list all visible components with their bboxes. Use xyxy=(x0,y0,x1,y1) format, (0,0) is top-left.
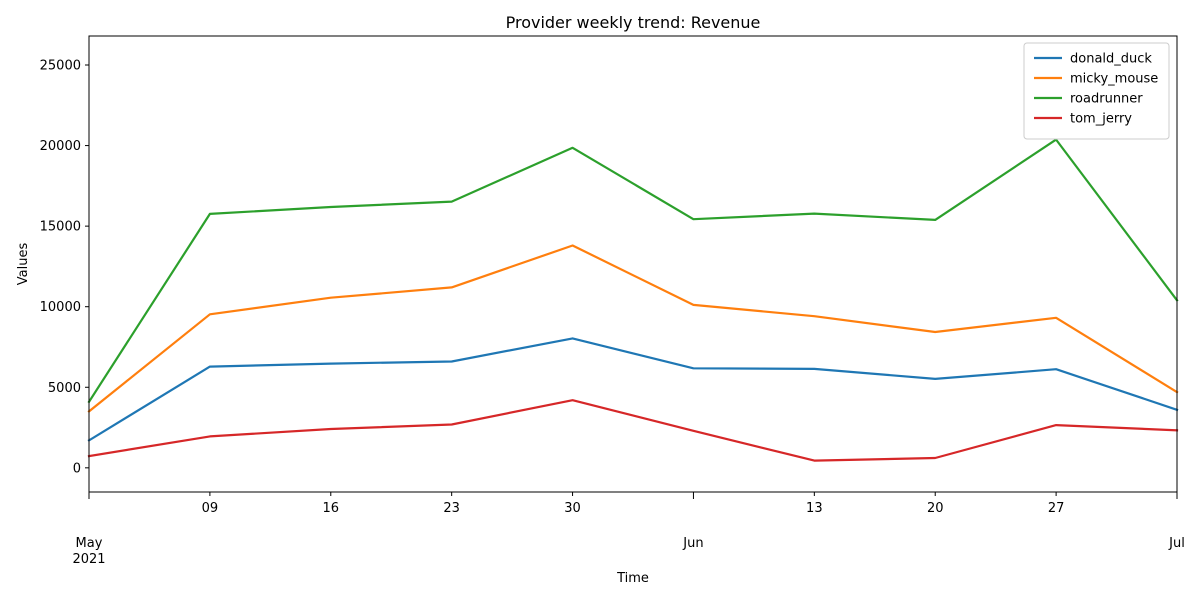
x-tick-label: 30 xyxy=(564,501,581,516)
x-month-label: Jul xyxy=(1168,536,1185,551)
y-axis: 0 5000 10000 15000 20000 25000 xyxy=(40,59,89,476)
y-axis-label: Values xyxy=(16,243,31,286)
y-tick-label: 5000 xyxy=(48,381,81,396)
x-tick-label: 09 xyxy=(202,501,219,516)
x-month-label: May xyxy=(76,536,103,551)
legend: donald_duck micky_mouse roadrunner tom_jerr… xyxy=(1023,42,1170,140)
x-tick-label: 16 xyxy=(323,501,340,516)
series-line-donald_duck xyxy=(87,337,1179,442)
x-tick-label: 23 xyxy=(443,501,460,516)
legend-label-micky_mouse: micky_mouse xyxy=(1070,72,1158,87)
y-tick-label: 25000 xyxy=(40,59,81,74)
y-tick-label: 0 xyxy=(73,461,81,476)
legend-label-tom_jerry: tom_jerry xyxy=(1070,112,1132,127)
x-tick-label: 27 xyxy=(1048,501,1065,516)
series-line-micky_mouse xyxy=(87,244,1179,413)
legend-label-donald_duck: donald_duck xyxy=(1070,52,1152,67)
series-line-roadrunner xyxy=(87,138,1179,404)
series-lines xyxy=(87,138,1179,462)
legend-label-roadrunner: roadrunner xyxy=(1070,92,1143,107)
y-tick-label: 15000 xyxy=(40,220,81,235)
y-tick-label: 10000 xyxy=(40,300,81,315)
x-axis-label: Time xyxy=(616,571,649,586)
y-tick-label: 20000 xyxy=(40,139,81,154)
plot-frame xyxy=(88,35,1178,493)
legend-box xyxy=(1023,42,1170,140)
x-month-label: 2021 xyxy=(72,552,105,567)
series-line-tom_jerry xyxy=(87,399,1179,462)
x-tick-label: 20 xyxy=(927,501,944,516)
x-month-label: Jun xyxy=(682,536,703,551)
chart-title: Provider weekly trend: Revenue xyxy=(506,13,761,32)
x-tick-label: 13 xyxy=(806,501,823,516)
